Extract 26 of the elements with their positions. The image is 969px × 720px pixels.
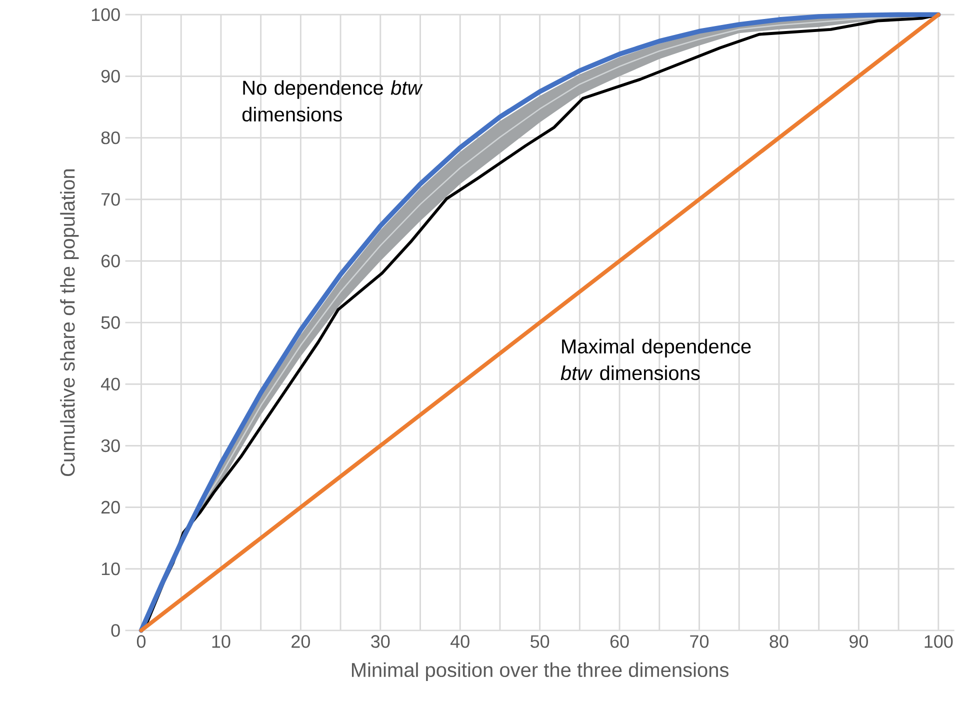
x-tick-label: 60: [610, 635, 629, 648]
y-axis-title: Cumulative share of the population: [60, 170, 79, 476]
y-tick-label: 80: [101, 132, 120, 144]
y-tick-label: 30: [101, 439, 120, 452]
x-tick-label: 0: [136, 635, 146, 648]
x-tick-label: 50: [530, 635, 550, 648]
x-tick-label: 70: [690, 635, 709, 648]
text: No dependence btw dimensions: [242, 80, 423, 122]
y-tick-label: 60: [101, 254, 120, 268]
x-axis-title: Minimal position over the three dimensions: [352, 662, 728, 682]
x-tick-label: 20: [292, 635, 310, 648]
x-tick-label: 40: [450, 635, 470, 648]
x-tick-label: 10: [212, 635, 230, 648]
x-tick-label: 90: [850, 635, 868, 648]
y-tick-label: 100: [92, 8, 120, 22]
annotation: Maximal dependence btw dimensions: [560, 338, 751, 380]
y-tick-label: 10: [102, 562, 120, 576]
y-tick-label: 20: [101, 501, 120, 514]
y-tick-label: 0: [111, 624, 120, 637]
x-tick-label: 100: [924, 635, 953, 648]
x-tick-label: 30: [371, 635, 390, 648]
y-tick-label: 40: [100, 378, 120, 391]
x-tick-label: 80: [770, 635, 788, 648]
y-tick-label: 50: [101, 316, 120, 330]
y-tick-label: 70: [101, 193, 120, 206]
y-tick-label: 90: [101, 70, 120, 83]
